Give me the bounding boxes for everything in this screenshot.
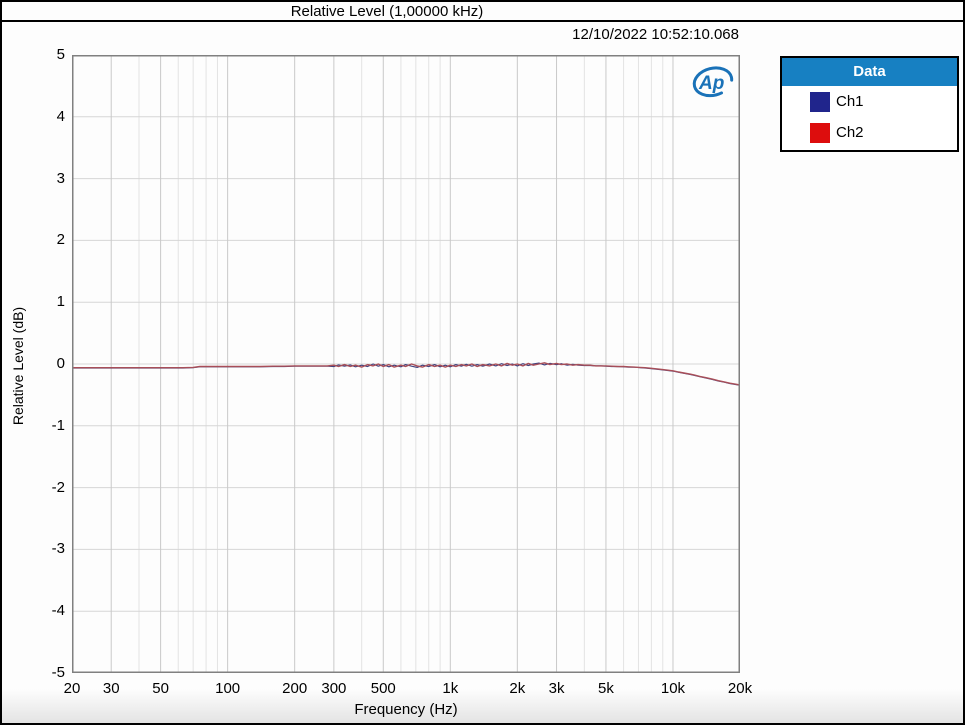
legend-swatch-ch1 [810,91,830,112]
x-tick-label: 30 [102,680,120,697]
y-tick-label: 3 [56,169,65,187]
legend-items: Ch1 Ch2 [782,86,957,148]
x-tick-label: 100 [215,680,241,697]
x-tick-label: 500 [370,680,396,697]
timestamp: 12/10/2022 10:52:10.068 [572,26,739,43]
x-tick-label: 50 [152,680,169,697]
legend-header: Data [782,58,957,86]
y-tick-label: -4 [51,602,65,620]
legend-box: Data Ch1 Ch2 [780,56,959,152]
legend-swatch-ch2 [810,122,830,143]
plot-area[interactable] [72,55,740,673]
x-tick-label: 300 [321,680,347,697]
y-tick-label: -5 [51,664,65,681]
trace-ch2 [72,362,740,386]
y-tick-label: -2 [51,478,65,496]
y-tick-label: 2 [56,231,65,249]
y-tick-label: 5 [56,46,65,63]
y-tick-label: 0 [56,355,65,372]
y-tick-label: -1 [51,416,65,434]
title-divider [2,20,963,22]
y-tick-label: 4 [56,107,65,125]
x-tick-label: 5k [598,680,614,697]
ap-logo-text: Ap [698,73,724,94]
legend-label: Ch1 [836,93,864,110]
audio-precision-logo-icon: Ap [692,66,734,98]
x-tick-label: 1k [442,680,459,697]
x-tick-label: 20 [63,680,81,697]
y-tick-label: 1 [56,293,65,311]
graph-title: Relative Level (1,00000 kHz) [290,3,484,20]
legend-label: Ch2 [836,124,864,141]
legend-item-ch2[interactable]: Ch2 [782,117,957,148]
x-axis-title: Frequency (Hz) [354,701,458,718]
legend-item-ch1[interactable]: Ch1 [782,86,957,117]
y-tick-label: -3 [51,540,65,558]
plot-border [72,55,740,673]
x-tick-label: 2k [509,680,526,697]
x-tick-label: 3k [548,680,565,697]
x-tick-label: 10k [660,680,686,697]
x-tick-label: 20k [727,680,753,697]
x-tick-label: 200 [282,680,308,697]
